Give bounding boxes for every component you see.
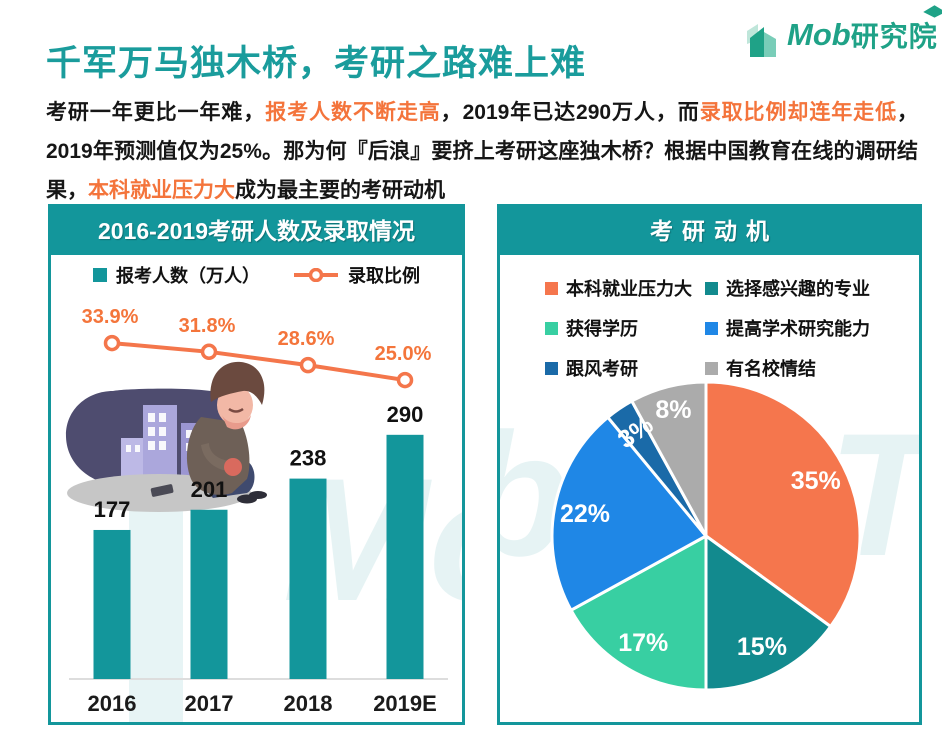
- enrollment-chart-panel: 2016-2019考研人数及录取情况 报考人数（万人） 录取比例 Mo: [48, 204, 465, 725]
- bar-line-chart: Mo: [65, 306, 462, 722]
- x-axis-label: 2017: [185, 691, 234, 716]
- phone-illustration: [150, 484, 174, 497]
- pie-slice-4: [550, 415, 708, 612]
- motivation-chart-panel: 考研动机 本科就业压力大 选择感兴趣的专业获得学历 提高学术研究能力跟风考研 有名校情…: [497, 204, 922, 725]
- bar-2017: [190, 509, 228, 679]
- line-legend-marker-icon: [294, 268, 338, 282]
- building-icon: [747, 24, 776, 57]
- enrollment-panel-title: 2016-2019考研人数及录取情况: [51, 207, 462, 255]
- legend-label: 提高学术研究能力: [726, 319, 870, 339]
- legend-label: 跟风考研: [566, 359, 638, 379]
- pie-slice-label: 35%: [791, 467, 841, 495]
- logo-suffix-text: 研究院: [850, 21, 938, 52]
- intro-text: 考研一年更比一年难，: [46, 101, 266, 124]
- legend-label: 获得学历: [566, 319, 638, 339]
- bar-value-label: 238: [290, 446, 327, 471]
- line-point: [299, 356, 317, 374]
- legend-swatch: [545, 281, 558, 295]
- legend-label: 本科就业压力大: [566, 279, 692, 299]
- legend-swatch: [545, 321, 558, 335]
- acceptance-rate-label: 33.9%: [82, 306, 139, 328]
- bar-value-label: 290: [387, 402, 424, 427]
- pie-slice-label: 22%: [560, 500, 610, 528]
- acceptance-rate-label: 25.0%: [375, 343, 432, 365]
- line-point: [396, 371, 414, 389]
- x-axis-label: 2016: [88, 691, 137, 716]
- applicants-legend-swatch: [93, 268, 107, 282]
- brand-logo: Mob 研究院: [744, 5, 942, 58]
- pie-slice-2: [704, 534, 833, 692]
- legend-label: 有名校情结: [726, 359, 816, 379]
- legend-swatch: [705, 321, 718, 335]
- x-axis-label: 2018: [284, 691, 333, 716]
- intro-highlight: 报考人数不断走高: [265, 101, 441, 124]
- bar-line-legend: 报考人数（万人） 录取比例: [51, 262, 462, 288]
- line-point: [200, 343, 218, 361]
- intro-highlight: 本科就业压力大: [88, 179, 235, 202]
- acceptance-rate-label: 28.6%: [278, 328, 335, 350]
- pie-chart: b Th 35%15%17%22%3%8%: [500, 380, 919, 692]
- enrollment-chart-body: 报考人数（万人） 录取比例 Mo: [51, 255, 462, 722]
- legend-swatch: [705, 361, 718, 375]
- logo-brand-text: Mob: [787, 17, 851, 52]
- legend-swatch: [705, 281, 718, 295]
- pie-slice-label: 15%: [737, 633, 787, 661]
- pie-slice-1: [704, 380, 862, 629]
- graduation-cap-icon: [922, 5, 942, 18]
- legend-swatch: [545, 361, 558, 375]
- intro-text: ，2019年已达290万人，而: [440, 101, 700, 124]
- intro-paragraph: 考研一年更比一年难，报考人数不断走高，2019年已达290万人，而录取比例却连年…: [46, 93, 918, 210]
- legend-item: 获得学历: [545, 315, 705, 341]
- line-point: [103, 334, 121, 352]
- x-axis-label: 2019E: [373, 691, 437, 716]
- pie-slice-label: 17%: [618, 629, 668, 657]
- legend-item: 有名校情结: [705, 355, 870, 381]
- intro-highlight: 录取比例却连年走低: [699, 101, 898, 124]
- legend-item: 本科就业压力大: [545, 275, 705, 301]
- acceptance-rate-line: [110, 341, 407, 383]
- page-title: 千军万马独木桥，考研之路难上难: [46, 44, 587, 84]
- applicants-legend-label: 报考人数（万人）: [116, 266, 260, 286]
- legend-item: 提高学术研究能力: [705, 315, 870, 341]
- bar-2016: [93, 529, 131, 679]
- legend-label: 选择感兴趣的专业: [726, 279, 870, 299]
- pie-slice-label: 8%: [655, 396, 691, 424]
- acceptance-rate-label: 31.8%: [179, 315, 236, 337]
- legend-item: 跟风考研: [545, 355, 705, 381]
- bar-value-label: 177: [94, 497, 131, 522]
- pie-slice-3: [569, 534, 708, 692]
- sad-student-illustration: [65, 361, 267, 512]
- intro-text: 成为最主要的考研动机: [235, 179, 445, 202]
- motivation-panel-title: 考研动机: [500, 207, 919, 255]
- legend-item: 选择感兴趣的专业: [705, 275, 870, 301]
- pie-legend: 本科就业压力大 选择感兴趣的专业获得学历 提高学术研究能力跟风考研 有名校情结: [545, 275, 870, 381]
- bar-value-label: 201: [191, 477, 228, 502]
- bar-2019E: [386, 434, 424, 679]
- rate-legend-label: 录取比例: [348, 266, 420, 286]
- pie-slice-6: [630, 380, 708, 538]
- bar-2018: [289, 478, 327, 679]
- intro-text: ，2019年预测值仅为25%。那为何『后浪』要挤上考研这座独木桥？根据中国教育在…: [46, 101, 919, 202]
